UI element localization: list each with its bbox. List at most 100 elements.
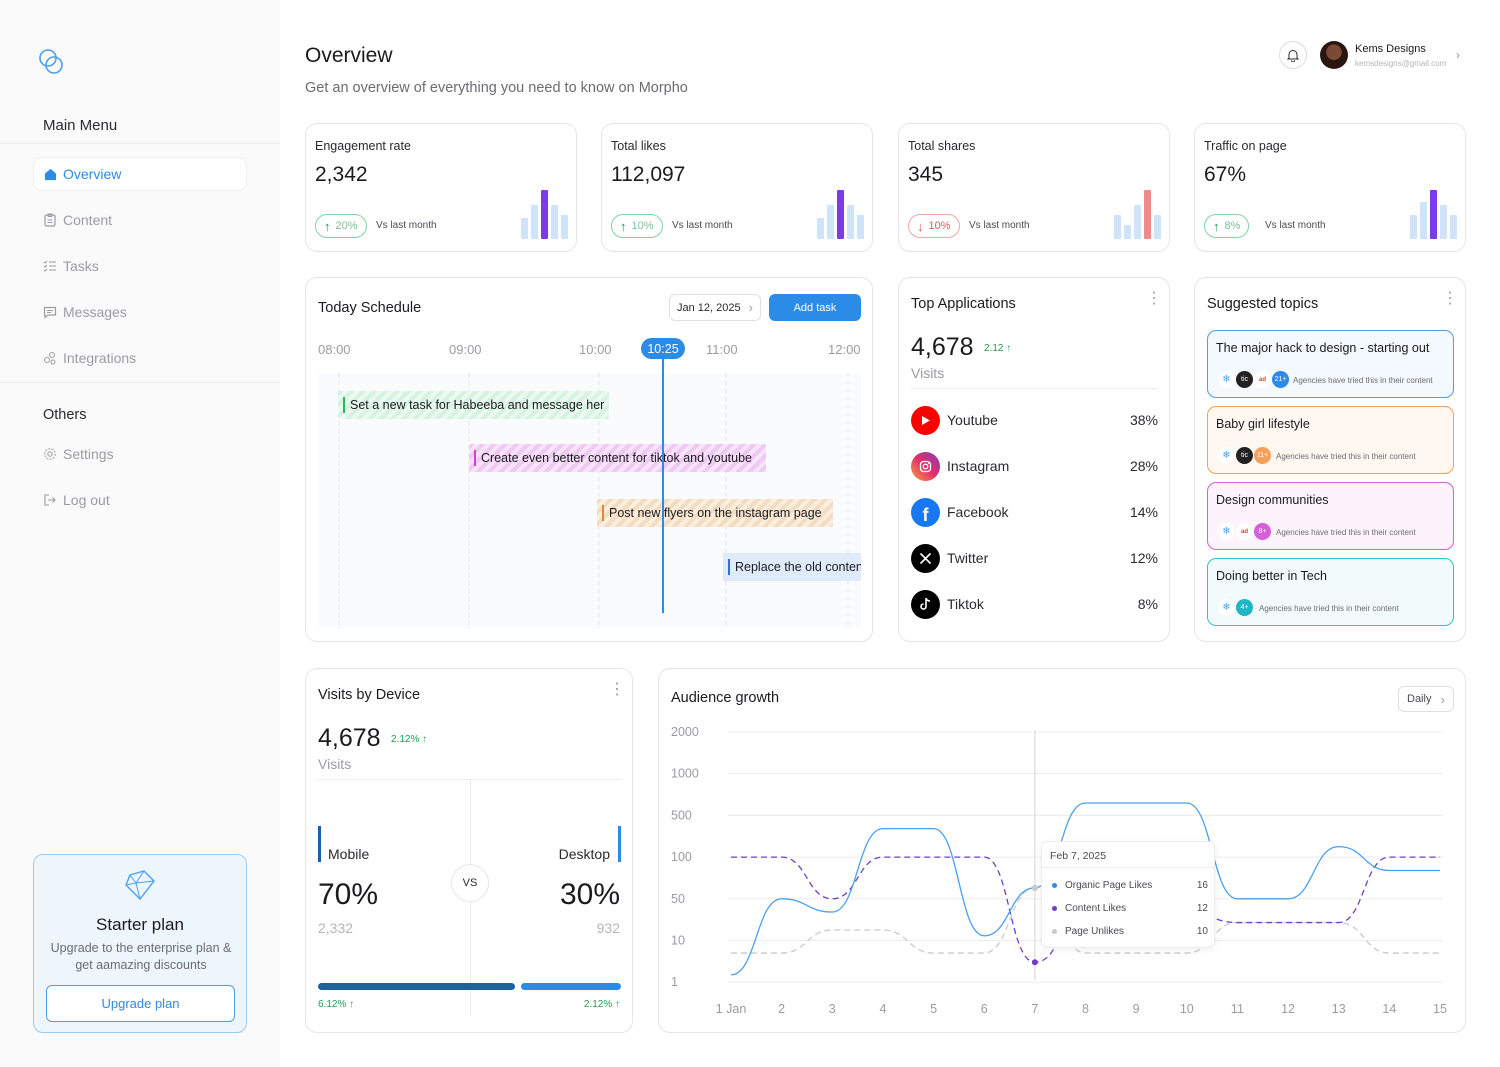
mobile-marker	[318, 826, 321, 862]
sidebar-item-tasks[interactable]: Tasks	[34, 250, 246, 282]
bell-icon	[1287, 49, 1299, 62]
sidebar-item-label: Tasks	[63, 258, 99, 274]
stat-label: Engagement rate	[315, 139, 411, 153]
schedule-task[interactable]: Replace the old content	[723, 553, 861, 581]
topic-card[interactable]: The major hack to design - starting out …	[1207, 330, 1454, 398]
arrow-up-icon: ↑	[349, 999, 355, 1010]
page-title: Overview	[305, 44, 393, 67]
topic-card[interactable]: Baby girl lifestyle ❄ tic 11+ Agencies h…	[1207, 406, 1454, 474]
youtube-icon	[911, 405, 940, 435]
message-icon	[43, 305, 57, 319]
sidebar-item-settings[interactable]: Settings	[34, 438, 246, 470]
stat-compare: Vs last month	[1265, 220, 1326, 231]
sidebar-item-overview[interactable]: Overview	[34, 158, 246, 190]
growth-value: 2.12%	[583, 999, 613, 1010]
plan-title: Starter plan	[96, 915, 184, 934]
main-menu-heading: Main Menu	[43, 117, 118, 134]
snowflake-icon: ❄	[1218, 447, 1235, 464]
sidebar-item-integrations[interactable]: Integrations	[34, 342, 246, 374]
tooltip-value: 16	[1196, 880, 1208, 891]
chevron-right-icon[interactable]: ›	[1456, 48, 1460, 62]
task-label: Replace the old content	[735, 560, 861, 574]
gear-icon	[43, 447, 57, 461]
app-name: Tiktok	[947, 596, 984, 612]
x-tick-label: 1 Jan	[716, 1002, 747, 1016]
x-tick-label: 14	[1382, 1002, 1396, 1016]
schedule-task[interactable]: Post new flyers on the instagram page	[597, 499, 833, 527]
app-percent: 12%	[1129, 550, 1158, 566]
app-row-tiktok[interactable]: Tiktok 8%	[911, 589, 1158, 619]
stat-label: Total likes	[611, 139, 666, 153]
stat-change-badge: ↑ 10%	[611, 214, 663, 238]
app-row-instagram[interactable]: Instagram 28%	[911, 451, 1158, 481]
topic-title: Design communities	[1216, 493, 1329, 507]
tooltip-label: Page Unlikes	[1065, 926, 1124, 937]
avatar[interactable]	[1320, 41, 1348, 69]
sidebar-item-logout[interactable]: Log out	[34, 484, 246, 516]
topic-card[interactable]: Doing better in Tech ❄ 4+ Agencies have …	[1207, 558, 1454, 626]
x-tick-label: 4	[879, 1002, 886, 1016]
date-picker[interactable]: Jan 12, 2025 ›	[669, 294, 761, 321]
vs-badge: VS	[451, 864, 489, 902]
stat-compare: Vs last month	[969, 220, 1030, 231]
growth-value: 2.12%	[391, 734, 420, 745]
notification-bell-button[interactable]	[1279, 41, 1307, 69]
stat-value: 67%	[1204, 163, 1247, 186]
app-percent: 38%	[1129, 412, 1158, 428]
tooltip-date: Feb 7, 2025	[1050, 850, 1107, 862]
tiktok-icon	[911, 589, 940, 619]
agency-badge: tic	[1236, 371, 1253, 388]
x-tick-label: 6	[981, 1002, 988, 1016]
agency-count: 4+	[1236, 599, 1253, 616]
schedule-task[interactable]: Create even better content for tiktok an…	[469, 444, 766, 472]
tooltip-label: Content Likes	[1065, 903, 1127, 914]
time-label: 12:00	[828, 342, 861, 357]
task-label: Set a new task for Habeeba and message h…	[350, 398, 605, 412]
topic-card[interactable]: Design communities ❄ ad 8+ Agencies have…	[1207, 482, 1454, 550]
stat-label: Traffic on page	[1204, 139, 1287, 153]
legend-dot	[1052, 883, 1057, 888]
series-point	[1031, 884, 1038, 891]
more-options-icon[interactable]: ⋮	[1442, 291, 1458, 307]
app-percent: 14%	[1129, 504, 1158, 520]
topic-note: Agencies have tried this in their conten…	[1293, 376, 1433, 385]
y-tick-label: 1	[671, 975, 678, 989]
stat-compare: Vs last month	[376, 220, 437, 231]
add-task-button[interactable]: Add task	[769, 294, 861, 321]
task-label: Create even better content for tiktok an…	[481, 451, 753, 465]
app-row-youtube[interactable]: Youtube 38%	[911, 405, 1158, 435]
more-options-icon[interactable]: ⋮	[1146, 291, 1162, 307]
stat-mini-bar-chart	[1114, 190, 1161, 239]
more-options-icon[interactable]: ⋮	[609, 682, 625, 698]
stat-change: 20%	[335, 220, 358, 232]
tooltip-label: Organic Page Likes	[1065, 880, 1153, 891]
series-line	[730, 802, 1440, 976]
stat-change-badge: ↓ 10%	[908, 214, 960, 238]
stat-value: 112,097	[611, 163, 686, 186]
stat-change-badge: ↑ 20%	[315, 214, 367, 238]
audience-title: Audience growth	[671, 690, 780, 706]
divider	[911, 388, 1158, 389]
tooltip-row: Content Likes 12	[1052, 903, 1208, 914]
period-select[interactable]: Daily ›	[1398, 686, 1454, 712]
sidebar-item-content[interactable]: Content	[34, 204, 246, 236]
upgrade-plan-button[interactable]: Upgrade plan	[46, 985, 235, 1022]
top-applications-card	[898, 277, 1170, 642]
schedule-task[interactable]: Set a new task for Habeeba and message h…	[338, 391, 609, 419]
tooltip-value: 10	[1196, 926, 1208, 937]
x-tick-label: 3	[829, 1002, 836, 1016]
agency-avatars: ❄ 4+	[1218, 599, 1254, 616]
sidebar-item-messages[interactable]: Messages	[34, 296, 246, 328]
app-row-facebook[interactable]: f Facebook 14%	[911, 497, 1158, 527]
arrow-up-icon: ↑	[422, 734, 428, 745]
agency-badge: tic	[1236, 447, 1253, 464]
app-name: Youtube	[947, 412, 998, 428]
device-title: Visits by Device	[318, 687, 421, 703]
snowflake-icon: ❄	[1218, 599, 1235, 616]
topic-note: Agencies have tried this in their conten…	[1259, 604, 1399, 613]
y-tick-label: 1000	[671, 767, 699, 781]
stat-value: 345	[908, 163, 944, 186]
app-row-twitter[interactable]: Twitter 12%	[911, 543, 1158, 573]
sidebar-item-label: Integrations	[63, 350, 137, 366]
y-tick-label: 500	[671, 808, 692, 822]
